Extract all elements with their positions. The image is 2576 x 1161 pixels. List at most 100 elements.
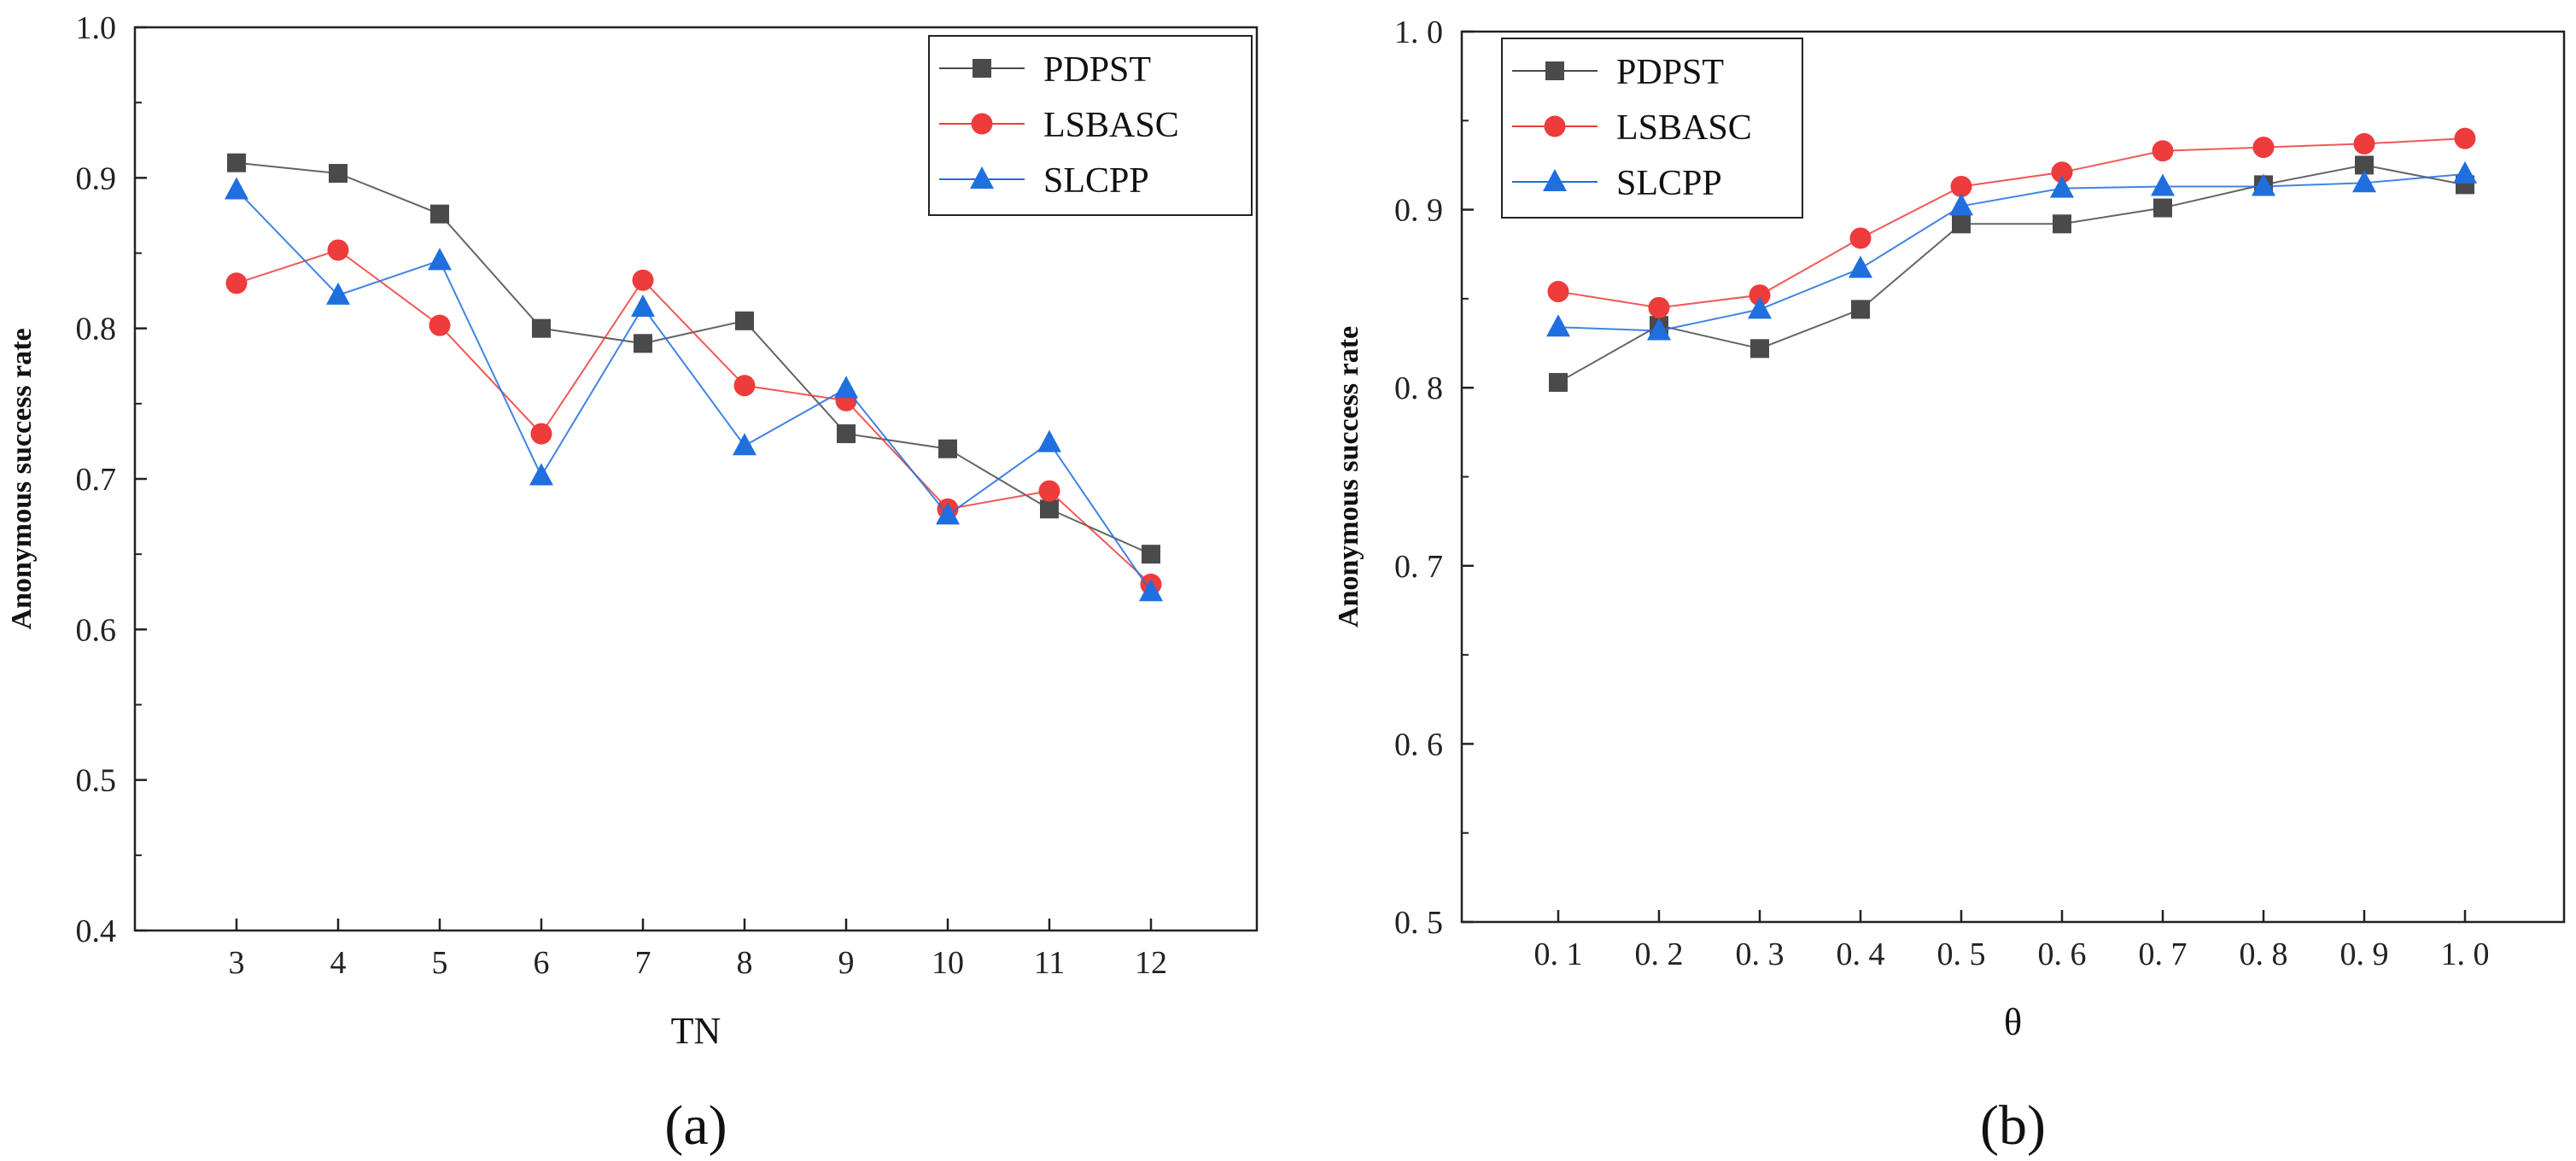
data-point-pdpst — [2053, 214, 2071, 234]
x-tick-label: 0. 1 — [1534, 936, 1583, 972]
y-tick-label: 0. 6 — [1394, 726, 1443, 762]
x-tick-label: 0. 3 — [1736, 936, 1785, 972]
data-point-lsbasc — [1950, 175, 1972, 197]
data-point-pdpst — [2355, 155, 2374, 175]
x-tick-label: 11 — [1034, 945, 1066, 981]
data-point-slcpp — [1949, 193, 1973, 216]
y-tick-label: 1. 0 — [1394, 15, 1443, 50]
data-point-slcpp — [2352, 170, 2376, 193]
data-point-pdpst — [938, 439, 957, 458]
data-point-lsbasc — [225, 272, 248, 295]
data-point-slcpp — [1139, 579, 1163, 602]
data-point-slcpp — [2453, 160, 2477, 184]
y-tick-label: 0. 8 — [1394, 370, 1443, 406]
x-tick-label: 8 — [737, 945, 753, 981]
legend-marker-pdpst — [1545, 61, 1564, 80]
data-point-lsbasc — [327, 239, 349, 261]
x-tick-label: 0. 5 — [1937, 936, 1986, 972]
data-point-lsbasc — [1038, 480, 1060, 502]
legend-marker-lsbasc — [1544, 115, 1566, 137]
data-point-lsbasc — [733, 375, 756, 397]
data-point-slcpp — [733, 433, 756, 456]
y-tick-label: 0.7 — [76, 462, 117, 498]
data-point-slcpp — [631, 294, 655, 317]
x-tick-label: 7 — [635, 945, 651, 981]
data-point-slcpp — [2050, 175, 2074, 198]
data-point-pdpst — [1851, 300, 1870, 319]
legend-label-pdpst: PDPST — [1616, 53, 1724, 92]
data-point-slcpp — [936, 502, 960, 525]
legend-label-lsbasc: LSBASC — [1043, 106, 1179, 145]
y-tick-label: 0.5 — [76, 763, 117, 799]
series-line-slcpp — [1557, 172, 2466, 332]
data-point-pdpst — [2153, 198, 2172, 218]
data-point-lsbasc — [429, 314, 451, 336]
x-tick-label: 0. 6 — [2038, 936, 2087, 972]
data-point-pdpst — [634, 334, 652, 353]
data-point-slcpp — [225, 177, 248, 200]
x-axis-title: TN — [671, 1010, 721, 1052]
chart-panel-b: 0. 5 0. 6 0. 7 0. 8 0. 9 1. 0 0. 1 0. 2 0. 3 0. 4… — [1333, 15, 2566, 1157]
data-point-pdpst — [227, 153, 246, 172]
data-point-slcpp — [529, 463, 553, 486]
data-point-pdpst — [735, 311, 754, 330]
chart-panel-a: 0.4 0.5 0.6 0.7 0.8 0.9 1.0 3 4 5 6 7 8 9 10 11 12 TN Anon… — [6, 10, 1259, 1157]
x-tick-label: 0. 2 — [1635, 936, 1684, 972]
panel-label: (b) — [1980, 1094, 2046, 1157]
y-tick-label: 0.6 — [76, 612, 117, 648]
data-point-pdpst — [1750, 339, 1769, 359]
y-tick-label: 0. 5 — [1394, 905, 1443, 941]
y-tick-label: 0.8 — [76, 312, 117, 347]
legend-label-lsbasc: LSBASC — [1616, 108, 1752, 148]
data-point-slcpp — [1647, 318, 1671, 341]
series-line-pdpst — [236, 161, 1152, 556]
legend-marker-slcpp — [970, 166, 994, 189]
data-point-slcpp — [834, 376, 858, 399]
x-tick-label: 10 — [932, 945, 964, 981]
series-line-lsbasc — [1557, 137, 2466, 309]
legend-marker-slcpp — [1543, 169, 1567, 191]
x-tick-label: 0. 9 — [2340, 936, 2389, 972]
x-tick-label: 5 — [432, 945, 448, 981]
data-point-lsbasc — [2454, 127, 2476, 149]
x-tick-label: 0. 7 — [2139, 936, 2188, 972]
data-point-pdpst — [837, 424, 856, 444]
x-axis-title: θ — [2004, 1001, 2022, 1043]
data-point-lsbasc — [530, 423, 552, 445]
legend-label-slcpp: SLCPP — [1043, 161, 1149, 201]
data-point-lsbasc — [1648, 296, 1670, 318]
data-point-pdpst — [1549, 372, 1568, 392]
y-axis-title: Anonymous success rate — [6, 328, 38, 629]
x-tick-label: 4 — [330, 945, 347, 981]
data-point-slcpp — [1849, 255, 1872, 278]
y-tick-label: 0.9 — [76, 160, 117, 196]
data-point-slcpp — [1037, 429, 1061, 452]
y-tick-label: 0.4 — [76, 913, 117, 949]
data-point-lsbasc — [2152, 140, 2174, 162]
y-tick-label: 0. 9 — [1394, 193, 1443, 229]
x-tick-label: 0. 8 — [2240, 936, 2288, 972]
x-tick-label: 3 — [229, 945, 245, 981]
data-point-slcpp — [1546, 314, 1570, 337]
series-line-pdpst — [1557, 164, 2466, 383]
data-point-pdpst — [532, 318, 551, 338]
data-point-slcpp — [2151, 173, 2175, 196]
data-point-slcpp — [428, 248, 452, 271]
data-point-pdpst — [1040, 499, 1059, 519]
x-tick-label: 6 — [534, 945, 550, 981]
data-point-lsbasc — [2353, 132, 2375, 155]
legend-marker-pdpst — [973, 59, 991, 78]
y-axis-title: Anonymous success rate — [1333, 326, 1364, 627]
data-point-slcpp — [2252, 173, 2275, 196]
data-point-lsbasc — [1749, 284, 1771, 306]
data-point-slcpp — [326, 282, 350, 305]
x-tick-label: 12 — [1135, 945, 1167, 981]
panel-label: (a) — [664, 1094, 727, 1157]
x-tick-label: 0. 4 — [1837, 936, 1885, 972]
data-point-lsbasc — [2252, 137, 2275, 159]
data-point-pdpst — [430, 204, 449, 224]
data-point-lsbasc — [1547, 281, 1569, 303]
x-tick-label: 9 — [838, 945, 855, 981]
data-point-lsbasc — [2051, 161, 2073, 184]
